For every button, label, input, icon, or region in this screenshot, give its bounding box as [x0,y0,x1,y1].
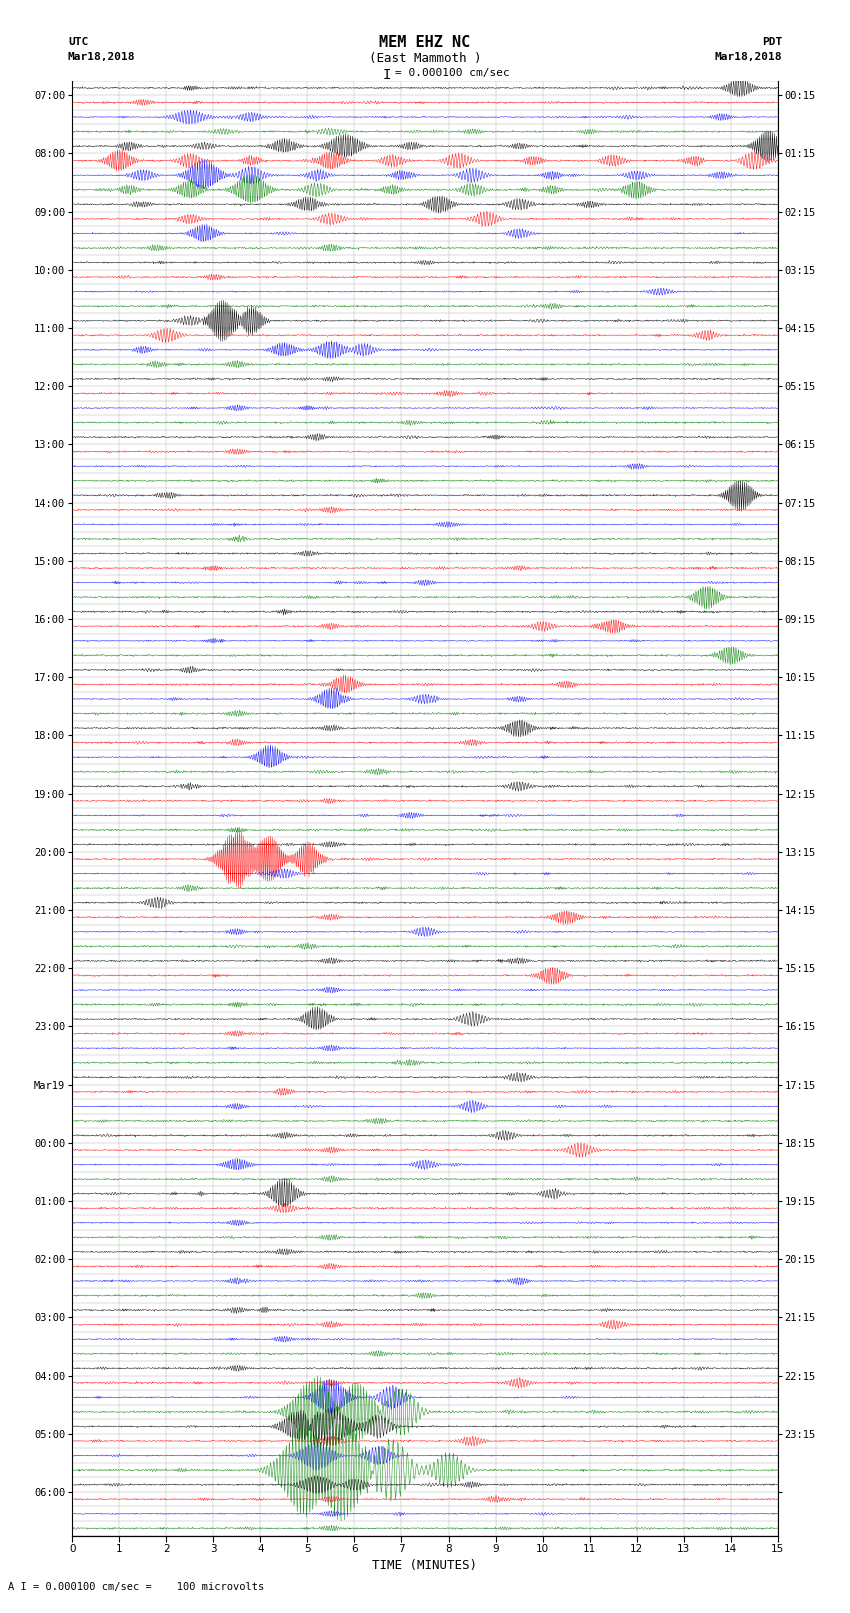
X-axis label: TIME (MINUTES): TIME (MINUTES) [372,1560,478,1573]
Text: MEM EHZ NC: MEM EHZ NC [379,35,471,50]
Text: Mar18,2018: Mar18,2018 [68,52,135,61]
Text: (East Mammoth ): (East Mammoth ) [369,52,481,65]
Text: A I = 0.000100 cm/sec =    100 microvolts: A I = 0.000100 cm/sec = 100 microvolts [8,1582,264,1592]
Text: UTC: UTC [68,37,88,47]
Text: = 0.000100 cm/sec: = 0.000100 cm/sec [395,68,510,77]
Text: I: I [382,68,391,82]
Text: PDT: PDT [762,37,782,47]
Text: Mar18,2018: Mar18,2018 [715,52,782,61]
